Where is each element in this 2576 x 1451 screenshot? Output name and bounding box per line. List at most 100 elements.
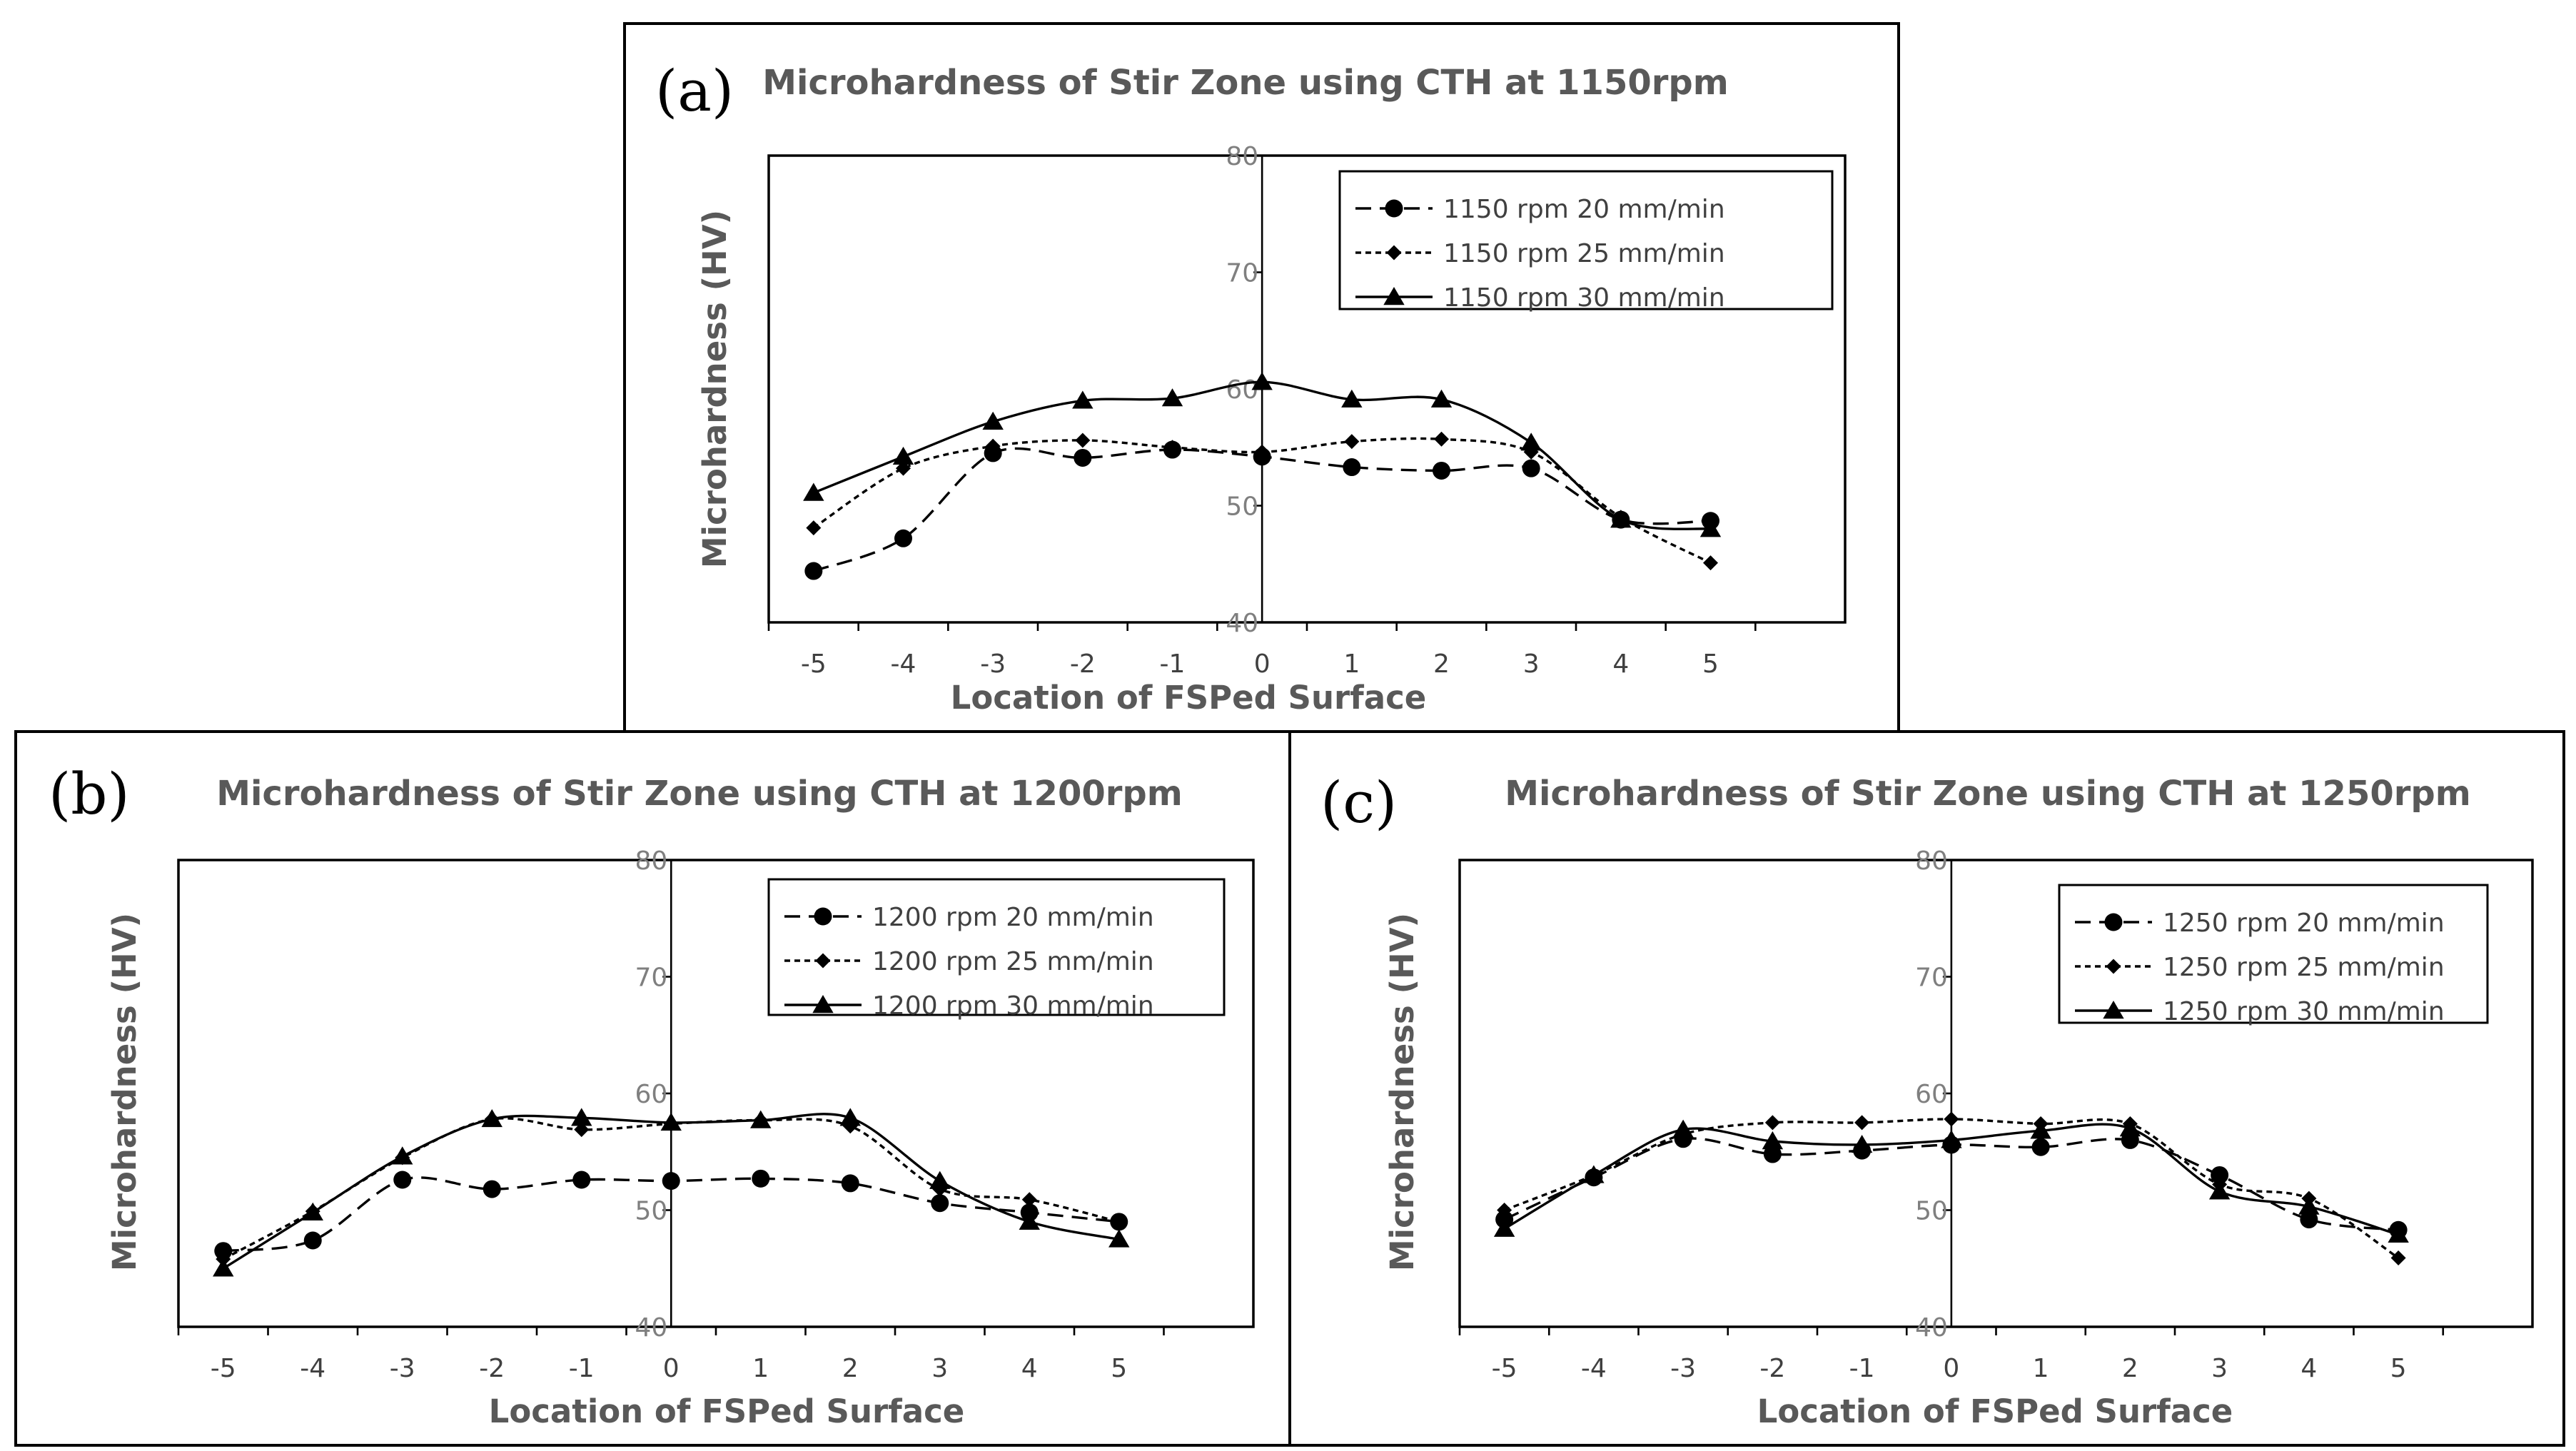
panel-c-data-point-triangle (2388, 1224, 2409, 1243)
panel-b-data-point-circle (393, 1171, 412, 1189)
panel-c-legend-label: 1250 rpm 30 mm/min (2163, 997, 2445, 1026)
panel-a-y-tick-label: 40 (1226, 609, 1258, 638)
panel-c-data-point-triangle (2119, 1118, 2141, 1137)
panel-a-data-point-triangle (803, 482, 824, 501)
panel-b-data-point-diamond (1111, 1214, 1127, 1230)
panel-b-data-point-circle (214, 1242, 233, 1260)
panel-b-legend-box (767, 878, 1226, 1016)
panel-a-legend-box (1338, 170, 1834, 310)
panel-c-data-point-triangle (2208, 1181, 2231, 1200)
panel-c-y-tick-label: 70 (1915, 964, 1948, 993)
panel-b-legend-label: 1200 rpm 20 mm/min (872, 903, 1154, 932)
panel-a-series (803, 372, 1722, 580)
panel-a-legend-marker-diamond (1386, 245, 1402, 261)
panel-c-legend-marker-diamond (2106, 959, 2121, 974)
panel-a-data-point-diamond (985, 438, 1001, 454)
panel-a-x-tick-label: 4 (1612, 649, 1629, 679)
panel-c-data-point-diamond (1497, 1203, 1512, 1218)
panel-b-data-point-triangle (1108, 1229, 1130, 1248)
panel-c-x-tick-label: 4 (2300, 1354, 2317, 1383)
panel-c-data-point-circle (1763, 1145, 1782, 1163)
panel-b-data-point-triangle (929, 1171, 951, 1189)
panel-b-data-point-circle (483, 1180, 501, 1198)
panel-a-data-point-triangle (1251, 372, 1273, 390)
panel-c-legend-label: 1250 rpm 20 mm/min (2163, 909, 2445, 938)
panel-b-data-point-diamond (1021, 1192, 1037, 1208)
panel-b-data-point-triangle (392, 1146, 413, 1165)
panel-c-y-axis-title: Microhardness (HV) (1383, 913, 1421, 1271)
panel-c-data-point-triangle (1672, 1119, 1694, 1138)
panel-c-data-point-diamond (1944, 1111, 1959, 1127)
panel-a-data-point-circle (1433, 461, 1450, 480)
panel-c-data-point-triangle (2298, 1196, 2320, 1215)
panel-b-data-point-triangle (302, 1202, 323, 1220)
panel-a-data-point-circle (804, 562, 823, 580)
panel-a-x-tick-label: 2 (1433, 649, 1450, 679)
panel-c-legend: 1250 rpm 20 mm/min 1250 rpm 25 mm/min 1250… (2058, 884, 2489, 1026)
panel-a-x-tick-label: 1 (1343, 649, 1360, 679)
panel-b-legend-marker-diamond (815, 953, 831, 969)
panel-a-data-point-diamond (806, 520, 822, 536)
panel-c-data-point-triangle (1493, 1218, 1515, 1237)
panel-b-data-point-triangle (571, 1108, 592, 1126)
panel-b-y-tick-label: 50 (635, 1197, 667, 1226)
panel-c-data-point-triangle (1941, 1130, 1962, 1148)
panel-a-data-point-diamond (1075, 433, 1091, 448)
panel-b-y-axis-title: Microhardness (HV) (106, 913, 143, 1271)
panel-b-x-tick-label: -3 (390, 1354, 415, 1383)
panel-a-data-point-diamond (1434, 431, 1449, 447)
panel-b-data-point-circle (931, 1194, 949, 1213)
panel-c-x-tick-label: -1 (1849, 1354, 1875, 1383)
panel-b-data-point-triangle (481, 1108, 502, 1128)
panel-b-x-axis-title: Location of FSPed Surface (489, 1392, 965, 1430)
panel-a-x-tick-label: -5 (801, 649, 827, 679)
panel-c-x-tick-label: 3 (2211, 1354, 2228, 1383)
panel-a-data-point-circle (1522, 459, 1540, 477)
panel-a-x-tick-label: 0 (1254, 649, 1271, 679)
panel-a-data-point-triangle (982, 411, 1004, 430)
panel-b-x-tick-label: -1 (569, 1354, 595, 1383)
panel-b-legend-label: 1200 rpm 30 mm/min (872, 991, 1154, 1021)
panel-a-title: Microhardness of Stir Zone using CTH at … (762, 63, 1729, 103)
panel-a-x-tick-label: -4 (891, 649, 916, 679)
panel-b-data-point-triangle (839, 1108, 861, 1126)
panel-c-legend-marker-circle (2104, 913, 2123, 931)
panel-c-data-point-circle (2211, 1166, 2229, 1184)
panel-b-data-point-triangle (213, 1258, 234, 1277)
panel-c-y-tick-label: 80 (1915, 846, 1948, 876)
panel-a-y-tick-label: 60 (1226, 375, 1258, 405)
panel-c-data-point-diamond (2390, 1250, 2406, 1266)
panel-c-y-tick-label: 40 (1915, 1313, 1948, 1343)
panel-b-data-point-circle (841, 1174, 859, 1193)
panel-c-title: Microhardness of Stir Zone using CTH at … (1505, 774, 2471, 814)
panel-c-y-tick-label: 60 (1915, 1080, 1948, 1109)
panel-b-x-tick-label: 2 (842, 1354, 859, 1383)
panel-c-data-point-triangle (1762, 1131, 1784, 1150)
panel-b-data-point-circle (662, 1172, 680, 1190)
panel-a-x-tick-label: -1 (1160, 649, 1186, 679)
panel-c-data-point-triangle (2030, 1121, 2051, 1139)
panel-b-legend: 1200 rpm 20 mm/min 1200 rpm 25 mm/min 1200… (767, 878, 1226, 1021)
panel-b-y-tick-label: 80 (635, 846, 667, 876)
panel-a-y-tick-label: 80 (1226, 142, 1258, 171)
panel-b-data-point-triangle (1019, 1211, 1040, 1230)
panel-b-title: Microhardness of Stir Zone using CTH at … (216, 774, 1183, 814)
panel-a-legend-label: 1150 rpm 30 mm/min (1443, 283, 1725, 313)
panel-a-data-point-triangle (1610, 510, 1632, 528)
panel-c-data-point-triangle (1583, 1165, 1605, 1183)
panel-a-axes: 40 50 60 70 80 -5 -4 -3 -2 -1 0 1 2 3 4 5 (767, 142, 1757, 679)
panel-c-data-point-circle (2300, 1210, 2318, 1229)
panel-a-y-axis-title: Microhardness (HV) (696, 210, 734, 568)
panel-a-y-tick-label: 50 (1226, 492, 1258, 522)
panel-c-x-axis-title: Location of FSPed Surface (1757, 1392, 2233, 1430)
panel-b-legend-marker-circle (814, 907, 832, 926)
panel-c-x-tick-label: -3 (1670, 1354, 1696, 1383)
panel-c-x-tick-label: -2 (1759, 1354, 1785, 1383)
panel-c-axes: 40 50 60 70 80 -5 -4 -3 -2 -1 0 1 2 3 4 5 (1458, 846, 2445, 1383)
panel-a-data-point-triangle (1341, 389, 1363, 408)
panel-c-legend-label: 1250 rpm 25 mm/min (2163, 953, 2445, 982)
panel-a-legend-label: 1150 rpm 20 mm/min (1443, 195, 1725, 224)
panel-a-data-point-triangle (892, 446, 914, 465)
panel-c-y-tick-label: 50 (1915, 1197, 1948, 1226)
panel-c-x-tick-label: -5 (1492, 1354, 1517, 1383)
